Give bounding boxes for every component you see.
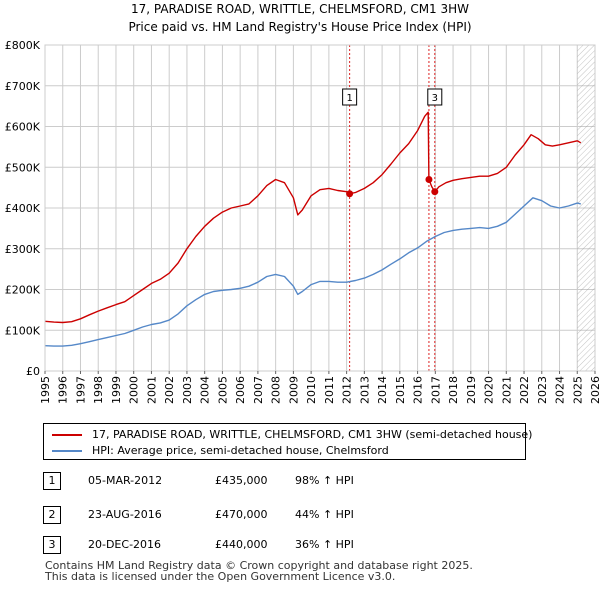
x-tick-label: 1999 <box>110 376 123 404</box>
y-tick-label: £700K <box>5 80 41 93</box>
chart-legend: 17, PARADISE ROAD, WRITTLE, CHELMSFORD, … <box>43 423 532 460</box>
plot-frame <box>44 44 596 372</box>
x-tick-label: 2017 <box>429 376 442 404</box>
x-tick-label: 2015 <box>394 376 407 404</box>
sale-hpi-change: 44% ↑ HPI <box>295 508 354 521</box>
legend-swatch-property <box>52 434 82 436</box>
sale-point <box>431 188 439 196</box>
x-tick-label: 2009 <box>287 376 300 404</box>
sale-hpi-change: 98% ↑ HPI <box>295 474 354 487</box>
sale-hpi-change: 36% ↑ HPI <box>295 538 354 551</box>
x-tick-label: 1995 <box>39 376 52 404</box>
sale-point <box>425 175 433 183</box>
sale-row: 3 20-DEC-2016 £440,000 36% ↑ HPI <box>43 536 443 558</box>
x-tick-label: 2012 <box>341 376 354 404</box>
price-chart: 17, PARADISE ROAD, WRITTLE, CHELMSFORD, … <box>5 2 600 404</box>
sale-number-badge: 1 <box>43 472 61 490</box>
sale-number-badge: 3 <box>43 536 61 554</box>
x-tick-label: 2026 <box>589 376 600 404</box>
sale-date: 23-AUG-2016 <box>88 508 162 521</box>
sale-price: £470,000 <box>215 508 268 521</box>
sale-point <box>346 190 354 198</box>
x-tick-label: 2022 <box>518 376 531 404</box>
y-tick-label: £400K <box>5 202 41 215</box>
property-price-line <box>44 111 582 324</box>
legend-swatch-hpi <box>52 450 82 452</box>
x-tick-label: 2008 <box>270 376 283 404</box>
x-tick-label: 2024 <box>554 376 567 404</box>
y-tick-label: £0 <box>26 365 40 378</box>
x-tick-label: 2016 <box>412 376 425 404</box>
x-tick-label: 2014 <box>376 376 389 404</box>
sale-row: 1 05-MAR-2012 £435,000 98% ↑ HPI <box>43 472 443 494</box>
sale-date: 05-MAR-2012 <box>88 474 163 487</box>
attribution-footer: Contains HM Land Registry data © Crown c… <box>45 560 473 582</box>
legend-label-property: 17, PARADISE ROAD, WRITTLE, CHELMSFORD, … <box>92 428 533 441</box>
x-tick-label: 2007 <box>252 376 265 404</box>
y-tick-label: £500K <box>5 161 41 174</box>
y-tick-label: £100K <box>5 324 41 337</box>
x-tick-label: 2023 <box>536 376 549 404</box>
hpi-line <box>44 197 581 347</box>
chart-title: 17, PARADISE ROAD, WRITTLE, CHELMSFORD, … <box>131 2 469 16</box>
x-tick-label: 1998 <box>92 376 105 404</box>
x-tick-label: 2000 <box>128 376 141 404</box>
y-tick-label: £800K <box>5 39 41 52</box>
sale-row: 2 23-AUG-2016 £470,000 44% ↑ HPI <box>43 506 443 528</box>
x-tick-label: 2010 <box>305 376 318 404</box>
x-tick-label: 2018 <box>447 376 460 404</box>
sale-price: £435,000 <box>215 474 268 487</box>
copyright-text: Contains HM Land Registry data © Crown c… <box>45 559 473 572</box>
sale-label-box <box>342 88 358 106</box>
sale-price: £440,000 <box>215 538 268 551</box>
y-tick-label: £200K <box>5 284 41 297</box>
licence-text: This data is licensed under the Open Gov… <box>45 570 396 583</box>
x-tick-label: 2021 <box>500 376 513 404</box>
x-tick-label: 1997 <box>74 376 87 404</box>
sale-number-badge: 2 <box>43 506 61 524</box>
y-tick-label: £600K <box>5 121 41 134</box>
x-tick-label: 2003 <box>181 376 194 404</box>
sale-label-text: 1 <box>346 93 352 104</box>
x-tick-label: 1996 <box>57 376 70 404</box>
chart-subtitle: Price paid vs. HM Land Registry's House … <box>128 20 471 34</box>
x-tick-label: 2025 <box>571 376 584 404</box>
x-tick-label: 2002 <box>163 376 176 404</box>
x-tick-label: 2011 <box>323 376 336 404</box>
x-tick-label: 2019 <box>465 376 478 404</box>
x-tick-label: 2013 <box>358 376 371 404</box>
sale-label-box <box>427 88 443 106</box>
x-tick-label: 2006 <box>234 376 247 404</box>
hatched-region <box>577 45 595 371</box>
x-tick-label: 2005 <box>216 376 229 404</box>
y-tick-label: £300K <box>5 243 41 256</box>
x-tick-label: 2001 <box>145 376 158 404</box>
x-tick-label: 2004 <box>199 376 212 404</box>
sale-date: 20-DEC-2016 <box>88 538 162 551</box>
legend-label-hpi: HPI: Average price, semi-detached house,… <box>92 444 389 457</box>
sale-label-text: 3 <box>432 93 438 104</box>
x-tick-label: 2020 <box>483 376 496 404</box>
